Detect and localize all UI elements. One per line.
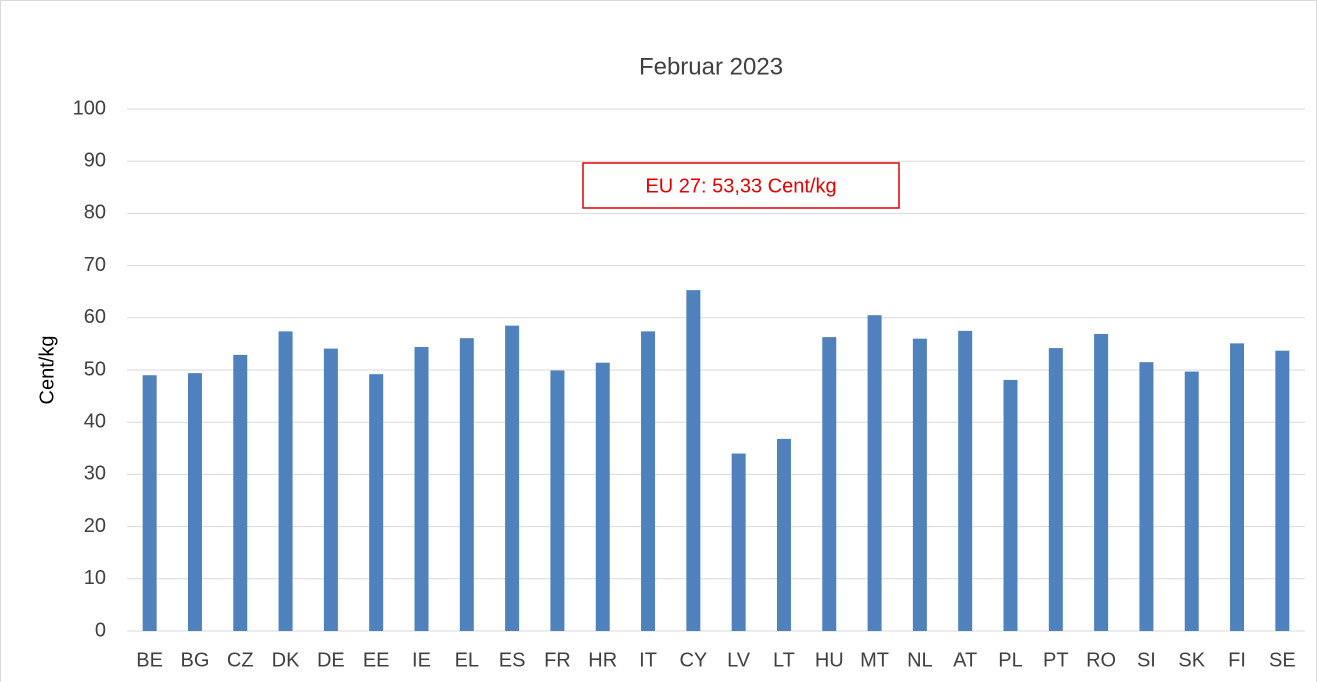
- x-tick-label: DE: [317, 649, 345, 671]
- bar: [867, 315, 882, 631]
- bar: [369, 374, 384, 631]
- bar: [1048, 348, 1063, 631]
- bar: [187, 373, 202, 631]
- y-tick-label: 80: [84, 202, 106, 224]
- bar: [595, 362, 610, 631]
- x-tick-label: IE: [412, 649, 431, 671]
- bar: [1275, 350, 1290, 631]
- bar: [505, 325, 520, 631]
- bar: [459, 338, 474, 631]
- bar: [278, 331, 293, 631]
- x-tick-label: IT: [639, 649, 657, 671]
- bar: [641, 331, 656, 631]
- bar: [912, 338, 927, 631]
- chart-title: Februar 2023: [639, 53, 783, 80]
- x-tick-label: RO: [1086, 649, 1116, 671]
- x-tick-label: CY: [679, 649, 707, 671]
- x-tick-label: BG: [181, 649, 210, 671]
- y-tick-label: 90: [84, 149, 106, 171]
- y-tick-label: 100: [73, 97, 106, 119]
- x-tick-label: EL: [455, 649, 479, 671]
- bar: [1139, 362, 1154, 631]
- bar: [1003, 379, 1018, 631]
- x-tick-label: HU: [815, 649, 844, 671]
- bar: [414, 347, 429, 631]
- bar: [323, 348, 338, 631]
- x-tick-label: ES: [499, 649, 526, 671]
- x-tick-label: PL: [998, 649, 1022, 671]
- bar: [731, 453, 746, 631]
- bar: [142, 375, 157, 631]
- x-tick-label: FR: [544, 649, 571, 671]
- y-tick-label: 0: [95, 619, 106, 641]
- x-tick-label: HR: [588, 649, 617, 671]
- x-tick-label: DK: [272, 649, 300, 671]
- bar: [233, 354, 248, 631]
- y-tick-label: 30: [84, 463, 106, 485]
- y-tick-label: 70: [84, 254, 106, 276]
- x-tick-label: LV: [727, 649, 751, 671]
- x-tick-label: SK: [1178, 649, 1205, 671]
- bar: [1094, 333, 1109, 631]
- bar: [686, 290, 701, 631]
- y-tick-label: 10: [84, 567, 106, 589]
- x-tick-label: CZ: [227, 649, 254, 671]
- x-tick-label: BE: [136, 649, 163, 671]
- y-tick-label: 20: [84, 515, 106, 537]
- x-tick-label: LT: [773, 649, 795, 671]
- bar: [776, 438, 791, 631]
- x-tick-label: EE: [363, 649, 390, 671]
- annotation-box: [582, 162, 900, 209]
- y-tick-label: 40: [84, 410, 106, 432]
- y-tick-label: 50: [84, 358, 106, 380]
- bar: [958, 330, 973, 631]
- x-tick-label: MT: [860, 649, 889, 671]
- y-axis-label: Cent/kg: [36, 336, 58, 405]
- plot-area: 0 10 20 30 40 50 60 70 80 90 100 BE BG CZ DK DE EE IE EL ES…: [73, 97, 1305, 671]
- y-tick-label: 60: [84, 306, 106, 328]
- annotation: EU 27: 53,33 Cent/kg: [645, 175, 836, 197]
- x-tick-label: NL: [907, 649, 933, 671]
- x-tick-label: PT: [1043, 649, 1069, 671]
- bar: [550, 370, 565, 631]
- bar: [822, 337, 837, 631]
- x-tick-label: SE: [1269, 649, 1296, 671]
- bar: [1230, 343, 1245, 631]
- x-tick-label: SI: [1137, 649, 1156, 671]
- bar: [1184, 371, 1199, 631]
- x-tick-label: FI: [1228, 649, 1246, 671]
- x-tick-label: AT: [953, 649, 977, 671]
